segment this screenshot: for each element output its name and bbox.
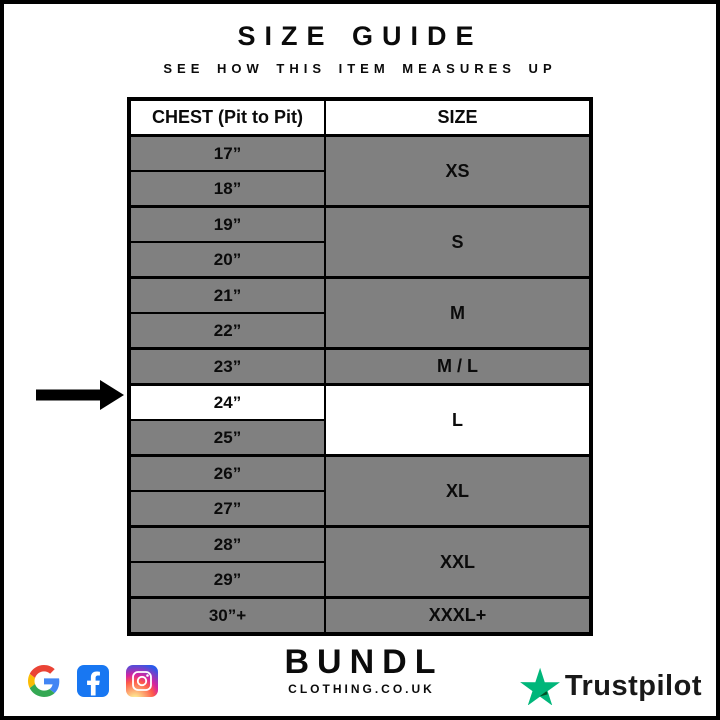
table-row: 30”+ XXXL+	[128, 596, 592, 635]
footer: BUNDL CLOTHING.CO.UK Trustpilot	[4, 4, 716, 716]
size-cell: XL	[324, 454, 592, 528]
chest-cell: 26”	[128, 454, 326, 492]
chest-cell: 19”	[128, 205, 326, 243]
instagram-icon[interactable]	[126, 665, 158, 697]
chest-cell: 22”	[128, 312, 326, 350]
chest-cell: 29”	[128, 561, 326, 599]
google-icon[interactable]	[28, 665, 60, 697]
table-row: 29”	[128, 561, 591, 599]
size-cell: XXXL+	[324, 596, 592, 635]
page-title: SIZE GUIDE	[237, 21, 483, 51]
chest-cell: 30”+	[128, 596, 326, 635]
chest-column-header: CHEST (Pit to Pit)	[128, 98, 326, 137]
size-cell: S	[324, 205, 592, 279]
chest-cell: 20”	[128, 241, 326, 279]
table-row: 20”	[128, 241, 591, 279]
table-row: 23” M / L	[128, 347, 592, 386]
chest-cell: 24”	[128, 383, 326, 421]
table-header-row: CHEST (Pit to Pit) SIZE	[128, 98, 592, 137]
table-row: 18”	[128, 170, 591, 208]
size-cell: XS	[324, 134, 592, 208]
size-cell: M	[324, 276, 592, 350]
size-column-header: SIZE	[324, 98, 592, 137]
chest-cell: 17”	[128, 134, 326, 172]
chest-cell: 28”	[128, 525, 326, 563]
chest-cell: 25”	[128, 419, 326, 457]
table-row: 25”	[128, 419, 591, 457]
trustpilot-label: Trustpilot	[564, 669, 702, 702]
trustpilot-star-icon	[520, 667, 560, 705]
size-table-body: 17” XS 18” 19” S 20” 21” M 22” 23” M / L 24” L 25” 26”…	[128, 134, 592, 635]
page-subtitle: SEE HOW THIS ITEM MEASURES UP	[163, 61, 557, 76]
brand-logo: BUNDL CLOTHING.CO.UK	[4, 645, 716, 696]
chest-cell: 23”	[128, 347, 326, 386]
chest-cell: 18”	[128, 170, 326, 208]
highlight-arrow-icon	[36, 380, 124, 410]
table-row: 19” S	[128, 205, 592, 279]
chest-cell: 27”	[128, 490, 326, 528]
table-row: 28” XXL	[128, 525, 592, 599]
size-cell: XXL	[324, 525, 592, 599]
table-row: 24” L	[128, 383, 592, 457]
brand-domain: CLOTHING.CO.UK	[288, 682, 435, 696]
table-row: 22”	[128, 312, 591, 350]
table-row: 21” M	[128, 276, 592, 350]
chest-cell: 21”	[128, 276, 326, 314]
table-row: 26” XL	[128, 454, 592, 528]
social-icons	[28, 665, 158, 697]
size-cell: L	[324, 383, 592, 457]
trustpilot-logo[interactable]: Trustpilot	[520, 667, 702, 705]
brand-name: BUNDL	[284, 643, 444, 681]
table-row: 27”	[128, 490, 591, 528]
size-cell: M / L	[324, 347, 592, 386]
facebook-icon[interactable]	[77, 665, 109, 697]
size-table: CHEST (Pit to Pit) SIZE 17” XS 18” 19” S 20” 2…	[127, 97, 593, 636]
table-row: 17” XS	[128, 134, 592, 208]
